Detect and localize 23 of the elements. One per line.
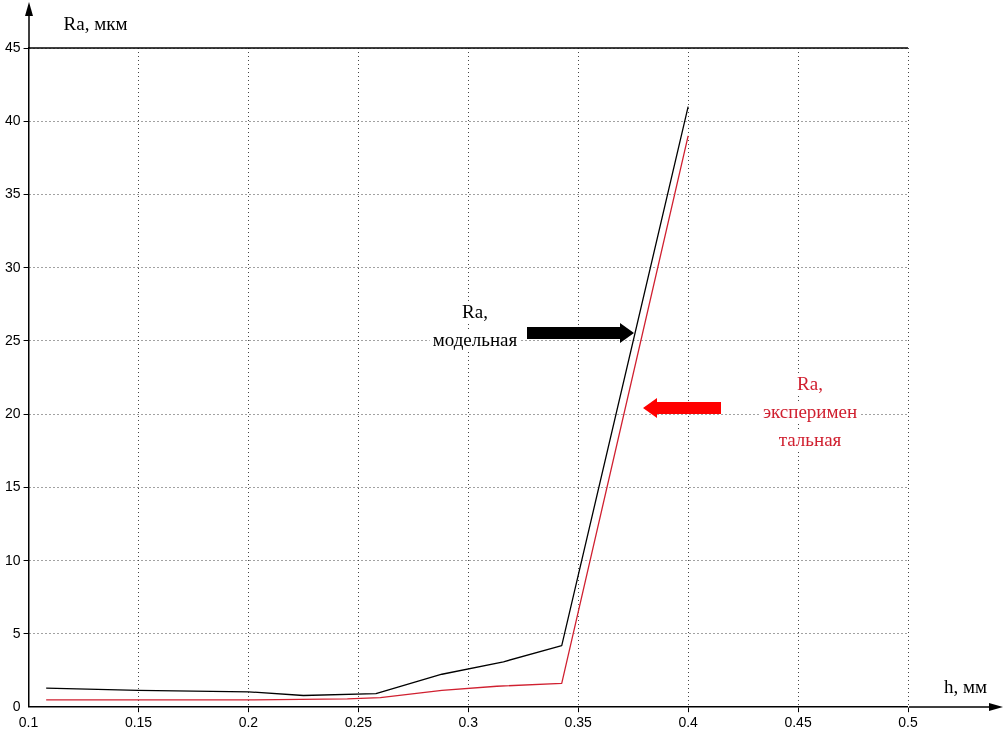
- y-tick-label: 5: [12, 624, 21, 641]
- x-tick-label: 0.35: [564, 714, 593, 731]
- x-tick-label: 0.4: [678, 714, 699, 731]
- x-tick-label: 0.5: [898, 714, 918, 731]
- x-tick-label: 0.25: [344, 714, 373, 731]
- y-tick-label: 25: [4, 331, 21, 348]
- y-tick-label: 20: [4, 405, 21, 422]
- x-tick-label: 0.2: [238, 714, 259, 731]
- y-tick-label: 40: [4, 112, 21, 129]
- y-tick-label: 30: [4, 258, 21, 275]
- x-tick-label: 0.1: [18, 714, 39, 731]
- y-tick-label: 35: [4, 185, 21, 202]
- y-tick-label: 15: [4, 478, 21, 495]
- y-tick-label: 45: [4, 38, 21, 55]
- y-tick-label: 10: [4, 551, 21, 568]
- text: Ra, эксперимен тальная: [762, 373, 858, 450]
- text: Ra, модельная: [432, 301, 518, 350]
- x-tick-label: 0.45: [784, 714, 812, 731]
- x-tick-label: 0.15: [124, 714, 153, 731]
- y-tick-label: 0: [12, 698, 21, 715]
- y-axis-title: Ra, мкм: [63, 13, 128, 34]
- x-tick-label: 0.3: [458, 714, 479, 731]
- x-axis-title: h, мм: [944, 676, 988, 698]
